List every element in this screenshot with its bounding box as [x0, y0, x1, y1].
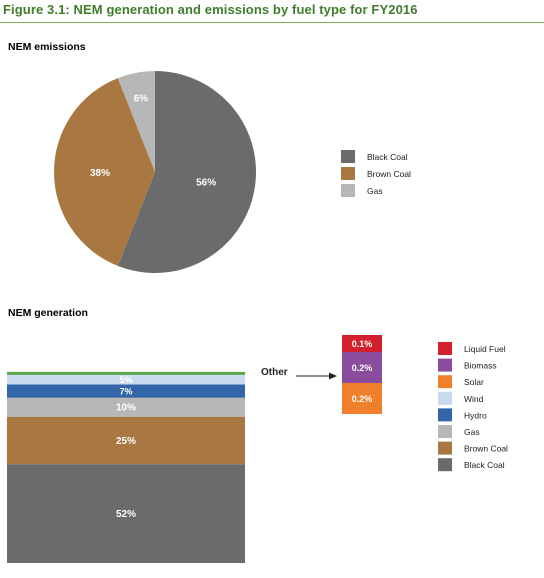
- figure-title: Figure 3.1: NEM generation and emissions…: [3, 2, 418, 17]
- other-segment-liquid-fuel: [342, 335, 382, 352]
- bar-label-brown-coal: 25%: [116, 436, 136, 447]
- emissions-legend-swatch-gas: [341, 184, 355, 197]
- other-arrow-head: [329, 372, 337, 380]
- generation-legend-swatch-black-coal: [438, 458, 452, 472]
- generation-legend-label-black-coal: Black Coal: [464, 460, 505, 470]
- generation-legend-label-solar: Solar: [464, 377, 484, 387]
- pie-label-black-coal: 56%: [196, 178, 216, 189]
- bar-segment-black-coal: [7, 464, 245, 563]
- emissions-legend: Black Coal Brown Coal Gas: [341, 150, 411, 197]
- generation-legend-label-wind: Wind: [464, 394, 484, 404]
- other-label-liquid-fuel: 0.1%: [352, 339, 373, 349]
- generation-other-breakdown: Other 0.2% 0.2% 0.1%: [261, 335, 382, 414]
- generation-chart-title: NEM generation: [8, 307, 88, 319]
- generation-legend-label-gas: Gas: [464, 427, 480, 437]
- generation-legend: Liquid Fuel Biomass Solar Wind Hydro Gas Brown…: [438, 342, 508, 472]
- bar-top-strip: [7, 371, 245, 375]
- other-label: Other: [261, 367, 288, 378]
- other-segment-solar: [342, 383, 382, 414]
- bar-label-wind: 5%: [119, 375, 132, 385]
- generation-legend-label-liquid-fuel: Liquid Fuel: [464, 344, 506, 354]
- pie-label-gas: 6%: [134, 93, 149, 104]
- emissions-pie-labels: 56% 38% 6%: [90, 93, 216, 188]
- generation-legend-swatch-brown-coal: [438, 441, 452, 455]
- pie-label-brown-coal: 38%: [90, 168, 110, 179]
- generation-legend-label-hydro: Hydro: [464, 410, 487, 420]
- other-label-solar: 0.2%: [352, 394, 373, 404]
- bar-segment-brown-coal: [7, 416, 245, 465]
- pie-slice-black-coal: [117, 71, 256, 273]
- pie-slice-gas: [117, 71, 155, 172]
- emissions-legend-label-black-coal: Black Coal: [367, 152, 408, 162]
- bar-segment-wind: [7, 374, 245, 385]
- generation-legend-label-biomass: Biomass: [464, 361, 497, 371]
- pie-slice-brown-coal: [53, 78, 155, 266]
- other-label-biomass: 0.2%: [352, 363, 373, 373]
- title-rule: [0, 22, 544, 23]
- emissions-legend-label-gas: Gas: [367, 186, 383, 196]
- emissions-legend-swatch-brown-coal: [341, 167, 355, 180]
- other-segment-biomass: [342, 352, 382, 383]
- generation-stacked-bar: 52% 25% 10% 7% 5%: [7, 371, 245, 563]
- bar-label-gas: 10%: [116, 403, 136, 414]
- bar-label-black-coal: 52%: [116, 509, 136, 520]
- generation-legend-swatch-gas: [438, 425, 452, 438]
- emissions-legend-swatch-black-coal: [341, 150, 355, 163]
- emissions-pie: [53, 71, 256, 273]
- generation-legend-swatch-hydro: [438, 408, 452, 422]
- generation-legend-swatch-biomass: [438, 358, 452, 372]
- generation-legend-swatch-wind: [438, 391, 452, 405]
- emissions-chart-title: NEM emissions: [8, 41, 86, 53]
- bar-segment-gas: [7, 397, 245, 417]
- generation-legend-swatch-solar: [438, 375, 452, 389]
- bar-segment-hydro: [7, 384, 245, 398]
- bar-label-hydro: 7%: [119, 387, 132, 397]
- emissions-legend-label-brown-coal: Brown Coal: [367, 169, 411, 179]
- generation-legend-label-brown-coal: Brown Coal: [464, 444, 508, 454]
- generation-legend-swatch-liquid-fuel: [438, 342, 452, 355]
